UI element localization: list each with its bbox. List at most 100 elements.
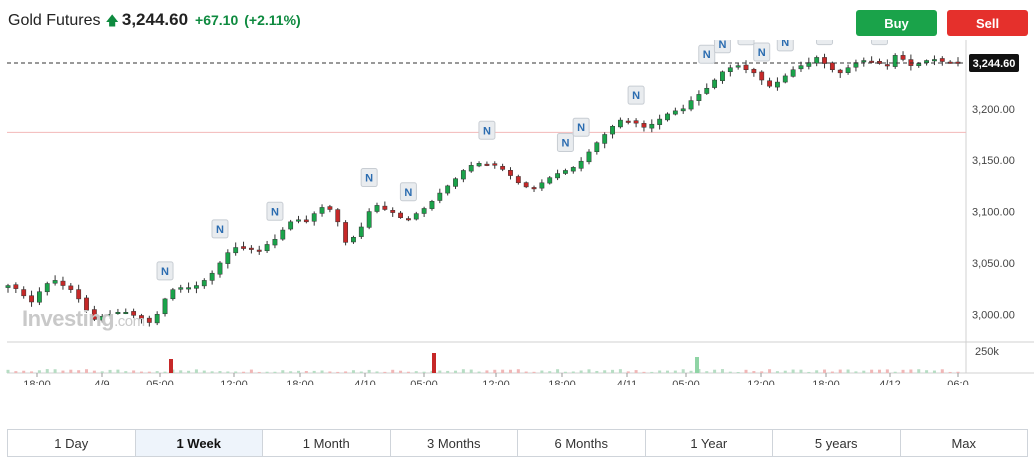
svg-text:N: N bbox=[577, 122, 585, 134]
volume-bar bbox=[116, 369, 120, 373]
news-marker-icon[interactable]: N bbox=[753, 42, 771, 62]
candle-body bbox=[154, 314, 160, 324]
buy-button[interactable]: Buy bbox=[856, 10, 937, 36]
candle-body bbox=[712, 79, 718, 88]
news-marker-icon[interactable]: N bbox=[399, 182, 417, 202]
volume-bar bbox=[901, 369, 905, 373]
news-marker-icon[interactable]: N bbox=[627, 85, 645, 105]
candle-body bbox=[36, 291, 42, 303]
news-marker-icon[interactable]: N bbox=[211, 219, 229, 239]
volume-bar bbox=[885, 369, 889, 373]
candle-body bbox=[84, 297, 89, 311]
volume-bar bbox=[752, 371, 756, 373]
candle-body bbox=[924, 60, 930, 63]
news-marker-icon[interactable]: N bbox=[156, 261, 174, 281]
candle-body bbox=[280, 229, 286, 240]
volume-bar bbox=[273, 371, 277, 373]
candle-body bbox=[531, 187, 537, 190]
candle-body bbox=[523, 182, 529, 188]
candle-body bbox=[900, 55, 906, 60]
candle-body bbox=[296, 219, 301, 222]
candle-body bbox=[727, 67, 733, 72]
volume-bar bbox=[925, 370, 929, 373]
volume-bar bbox=[791, 369, 795, 373]
price-chart[interactable]: 3,000.00 3,050.00 3,100.00 3,150.00 3,200.00… bbox=[0, 40, 1034, 385]
instrument-header: Gold Futures 🡅 3,244.60 +67.10 (+2.11%) … bbox=[0, 0, 1034, 40]
tab-1-month[interactable]: 1 Month bbox=[263, 430, 391, 456]
timeframe-tabs: 1 Day 1 Week 1 Month 3 Months 6 Months 1 Year… bbox=[7, 429, 1028, 457]
x-tick-label: 06:0 bbox=[947, 379, 968, 385]
tab-5-years[interactable]: 5 years bbox=[773, 430, 901, 456]
y-tick-label: 3,050.00 bbox=[972, 258, 1015, 270]
tab-max[interactable]: Max bbox=[951, 435, 977, 451]
news-marker-icon[interactable]: N bbox=[572, 117, 590, 137]
candle-body bbox=[374, 205, 380, 212]
candle-body bbox=[720, 71, 725, 82]
candle-body bbox=[602, 134, 608, 144]
volume-bar bbox=[603, 370, 607, 373]
candle-body bbox=[139, 315, 144, 319]
candle-body bbox=[343, 222, 349, 243]
news-marker-icon[interactable]: N bbox=[360, 168, 378, 188]
news-marker-icon[interactable]: N bbox=[713, 40, 731, 54]
candle-body bbox=[688, 100, 694, 110]
candle-body bbox=[861, 60, 867, 63]
candle-body bbox=[319, 207, 325, 214]
volume-bar bbox=[108, 369, 112, 373]
volume-bar bbox=[289, 371, 293, 373]
news-marker-icon[interactable]: N bbox=[870, 40, 888, 46]
candle-body bbox=[60, 280, 66, 286]
news-marker-icon[interactable]: N bbox=[478, 120, 496, 140]
candle-body bbox=[107, 314, 113, 317]
volume-bar bbox=[673, 370, 677, 373]
news-marker-icon[interactable]: N bbox=[266, 201, 284, 221]
tab-1-week[interactable]: 1 Week bbox=[135, 430, 263, 456]
news-marker-icon[interactable]: N bbox=[816, 40, 834, 46]
candle-body bbox=[390, 210, 396, 213]
volume-bar bbox=[579, 370, 583, 373]
candle-body bbox=[146, 317, 152, 323]
volume-bar bbox=[823, 369, 827, 373]
candle-body bbox=[500, 166, 506, 170]
volume-bar bbox=[383, 371, 387, 373]
volume-bar bbox=[312, 370, 316, 373]
volume-bar bbox=[563, 371, 567, 373]
svg-text:N: N bbox=[703, 49, 711, 61]
volume-bar bbox=[917, 369, 921, 373]
volume-bar bbox=[6, 369, 10, 373]
candle-body bbox=[539, 182, 545, 189]
volume-bar bbox=[807, 371, 811, 373]
candle-body bbox=[335, 209, 341, 223]
news-marker-icon[interactable]: N bbox=[698, 44, 716, 64]
news-marker-icon[interactable]: N bbox=[776, 40, 794, 52]
volume-bar bbox=[877, 369, 881, 373]
volume-axis-label: 250k bbox=[975, 346, 999, 358]
candle-body bbox=[610, 126, 615, 135]
volume-bar bbox=[524, 371, 528, 373]
candle-body bbox=[311, 213, 317, 222]
volume-bar bbox=[61, 370, 65, 373]
candle-body bbox=[625, 120, 631, 123]
news-marker-icon[interactable]: N bbox=[737, 40, 755, 46]
volume-bar bbox=[242, 371, 246, 373]
tab-3-months[interactable]: 3 Months bbox=[391, 430, 518, 456]
volume-bar bbox=[815, 370, 819, 373]
candle-body bbox=[649, 123, 655, 129]
volume-bar bbox=[846, 369, 850, 373]
tab-6-months[interactable]: 6 Months bbox=[518, 430, 646, 456]
tab-1-year[interactable]: 1 Year bbox=[646, 430, 773, 456]
candle-body bbox=[767, 80, 772, 87]
svg-text:N: N bbox=[161, 266, 169, 278]
sell-button[interactable]: Sell bbox=[947, 10, 1028, 36]
volume-bar bbox=[493, 369, 497, 373]
candle-body bbox=[406, 218, 411, 221]
candle-body bbox=[798, 65, 804, 70]
volume-bar bbox=[454, 370, 458, 373]
last-price: 3,244.60 bbox=[121, 10, 189, 29]
price-change-percent: (+2.11%) bbox=[244, 12, 301, 28]
volume-bar bbox=[516, 369, 520, 373]
volume-bar bbox=[862, 370, 866, 373]
candle-body bbox=[131, 311, 137, 316]
news-marker-icon[interactable]: N bbox=[556, 132, 574, 152]
tab-1-day[interactable]: 1 Day bbox=[8, 430, 136, 456]
